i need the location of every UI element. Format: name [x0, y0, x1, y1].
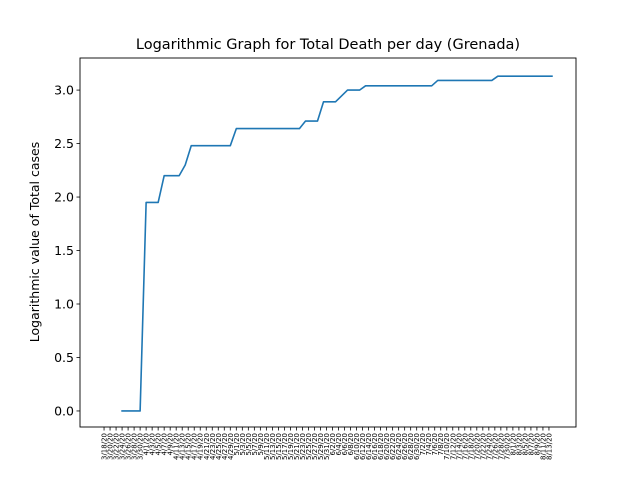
y-tick-label: 1.5 [54, 243, 74, 258]
x-tick-label: 5/13/20 [269, 433, 277, 460]
x-tick-label: 5/25/20 [305, 433, 313, 460]
x-tick-label: 7/28/20 [497, 433, 505, 460]
x-tick-label: 5/1/20 [233, 433, 241, 456]
x-tick-label: 7/10/20 [443, 433, 451, 460]
x-tick-label: 3/26/20 [125, 433, 133, 460]
y-axis-label: Logarithmic value of Total cases [27, 142, 42, 342]
x-tick-label: 7/20/20 [473, 433, 481, 460]
x-tick-label: 5/23/20 [299, 433, 307, 460]
x-tick-label: 4/27/20 [221, 433, 229, 460]
x-tick-label: 6/10/20 [353, 433, 361, 460]
series-line [121, 75, 553, 412]
x-tick-label: 6/30/20 [413, 433, 421, 460]
x-tick-label: 6/20/20 [383, 433, 391, 460]
x-tick-label: 8/5/20 [521, 433, 529, 456]
x-tick-label: 6/14/20 [365, 433, 373, 460]
x-tick-label: 4/5/20 [155, 433, 163, 456]
x-tick-label: 4/23/20 [209, 433, 217, 460]
x-tick-label: 4/19/20 [197, 433, 205, 460]
x-tick-label: 6/6/20 [341, 433, 349, 456]
x-tick-label: 6/2/20 [329, 433, 337, 456]
x-tick-label: 3/20/20 [107, 433, 115, 460]
x-tick-label: 7/2/20 [419, 433, 427, 456]
x-tick-label: 4/25/20 [215, 433, 223, 460]
x-tick-label: 5/7/20 [251, 433, 259, 456]
x-tick-label: 5/21/20 [293, 433, 301, 460]
x-tick-label: 4/3/20 [149, 433, 157, 456]
x-tick-label: 4/9/20 [167, 433, 175, 456]
x-tick-label: 5/31/20 [323, 433, 331, 460]
x-tick-label: 7/16/20 [461, 433, 469, 460]
x-tick-label: 6/16/20 [371, 433, 379, 460]
x-tick-label: 5/9/20 [257, 433, 265, 456]
x-tick-label: 8/1/20 [509, 433, 517, 456]
x-tick-label: 5/3/20 [239, 433, 247, 456]
x-tick-label: 7/30/20 [503, 433, 511, 460]
y-tick-label: 0.0 [54, 403, 74, 418]
y-tick-label: 2.5 [54, 136, 74, 151]
x-tick-label: 7/26/20 [491, 433, 499, 460]
series-layer [121, 75, 553, 412]
x-tick-label: 5/15/20 [275, 433, 283, 460]
x-tick-label: 3/24/20 [119, 433, 127, 460]
x-tick-label: 8/13/20 [545, 433, 553, 460]
x-tick-label: 7/24/20 [485, 433, 493, 460]
x-tick-label: 3/22/20 [113, 433, 121, 460]
x-tick-label: 3/30/20 [137, 433, 145, 460]
x-axis: 3/18/203/20/203/22/203/24/203/26/203/28/… [101, 427, 553, 460]
x-tick-label: 7/12/20 [449, 433, 457, 460]
x-tick-label: 4/11/20 [173, 433, 181, 460]
x-tick-label: 7/4/20 [425, 433, 433, 456]
x-tick-label: 8/7/20 [527, 433, 535, 456]
x-tick-label: 4/17/20 [191, 433, 199, 460]
y-axis: 0.0 0.5 1.0 1.5 2.0 2.5 3.0 [54, 83, 80, 418]
x-tick-label: 7/8/20 [437, 433, 445, 456]
x-tick-label: 5/11/20 [263, 433, 271, 460]
x-tick-label: 5/5/20 [245, 433, 253, 456]
x-tick-label: 6/22/20 [389, 433, 397, 460]
x-tick-label: 5/19/20 [287, 433, 295, 460]
x-tick-label: 6/28/20 [407, 433, 415, 460]
x-tick-label: 6/12/20 [359, 433, 367, 460]
x-tick-label: 6/8/20 [347, 433, 355, 456]
x-tick-label: 5/27/20 [311, 433, 319, 460]
x-tick-label: 4/1/20 [143, 433, 151, 456]
x-tick-label: 4/15/20 [185, 433, 193, 460]
x-tick-label: 6/18/20 [377, 433, 385, 460]
x-tick-label: 3/28/20 [131, 433, 139, 460]
x-tick-label: 6/24/20 [395, 433, 403, 460]
x-tick-label: 6/26/20 [401, 433, 409, 460]
x-tick-label: 4/7/20 [161, 433, 169, 456]
x-tick-label: 7/18/20 [467, 433, 475, 460]
x-tick-label: 5/29/20 [317, 433, 325, 460]
x-tick-label: 3/18/20 [101, 433, 109, 460]
x-tick-label: 8/11/20 [539, 433, 547, 460]
x-tick-label: 8/9/20 [533, 433, 541, 456]
y-tick-label: 0.5 [54, 350, 74, 365]
x-tick-label: 4/21/20 [203, 433, 211, 460]
x-tick-label: 8/3/20 [515, 433, 523, 456]
plot-frame [79, 57, 577, 428]
y-tick-label: 2.0 [54, 190, 74, 205]
x-tick-label: 7/14/20 [455, 433, 463, 460]
y-tick-label: 3.0 [54, 83, 74, 98]
x-tick-label: 7/22/20 [479, 433, 487, 460]
x-tick-label: 4/29/20 [227, 433, 235, 460]
x-tick-label: 4/13/20 [179, 433, 187, 460]
x-tick-label: 6/4/20 [335, 433, 343, 456]
y-tick-label: 1.0 [54, 297, 74, 312]
x-tick-label: 5/17/20 [281, 433, 289, 460]
x-tick-label: 7/6/20 [431, 433, 439, 456]
chart-title: Logarithmic Graph for Total Death per da… [136, 37, 520, 53]
